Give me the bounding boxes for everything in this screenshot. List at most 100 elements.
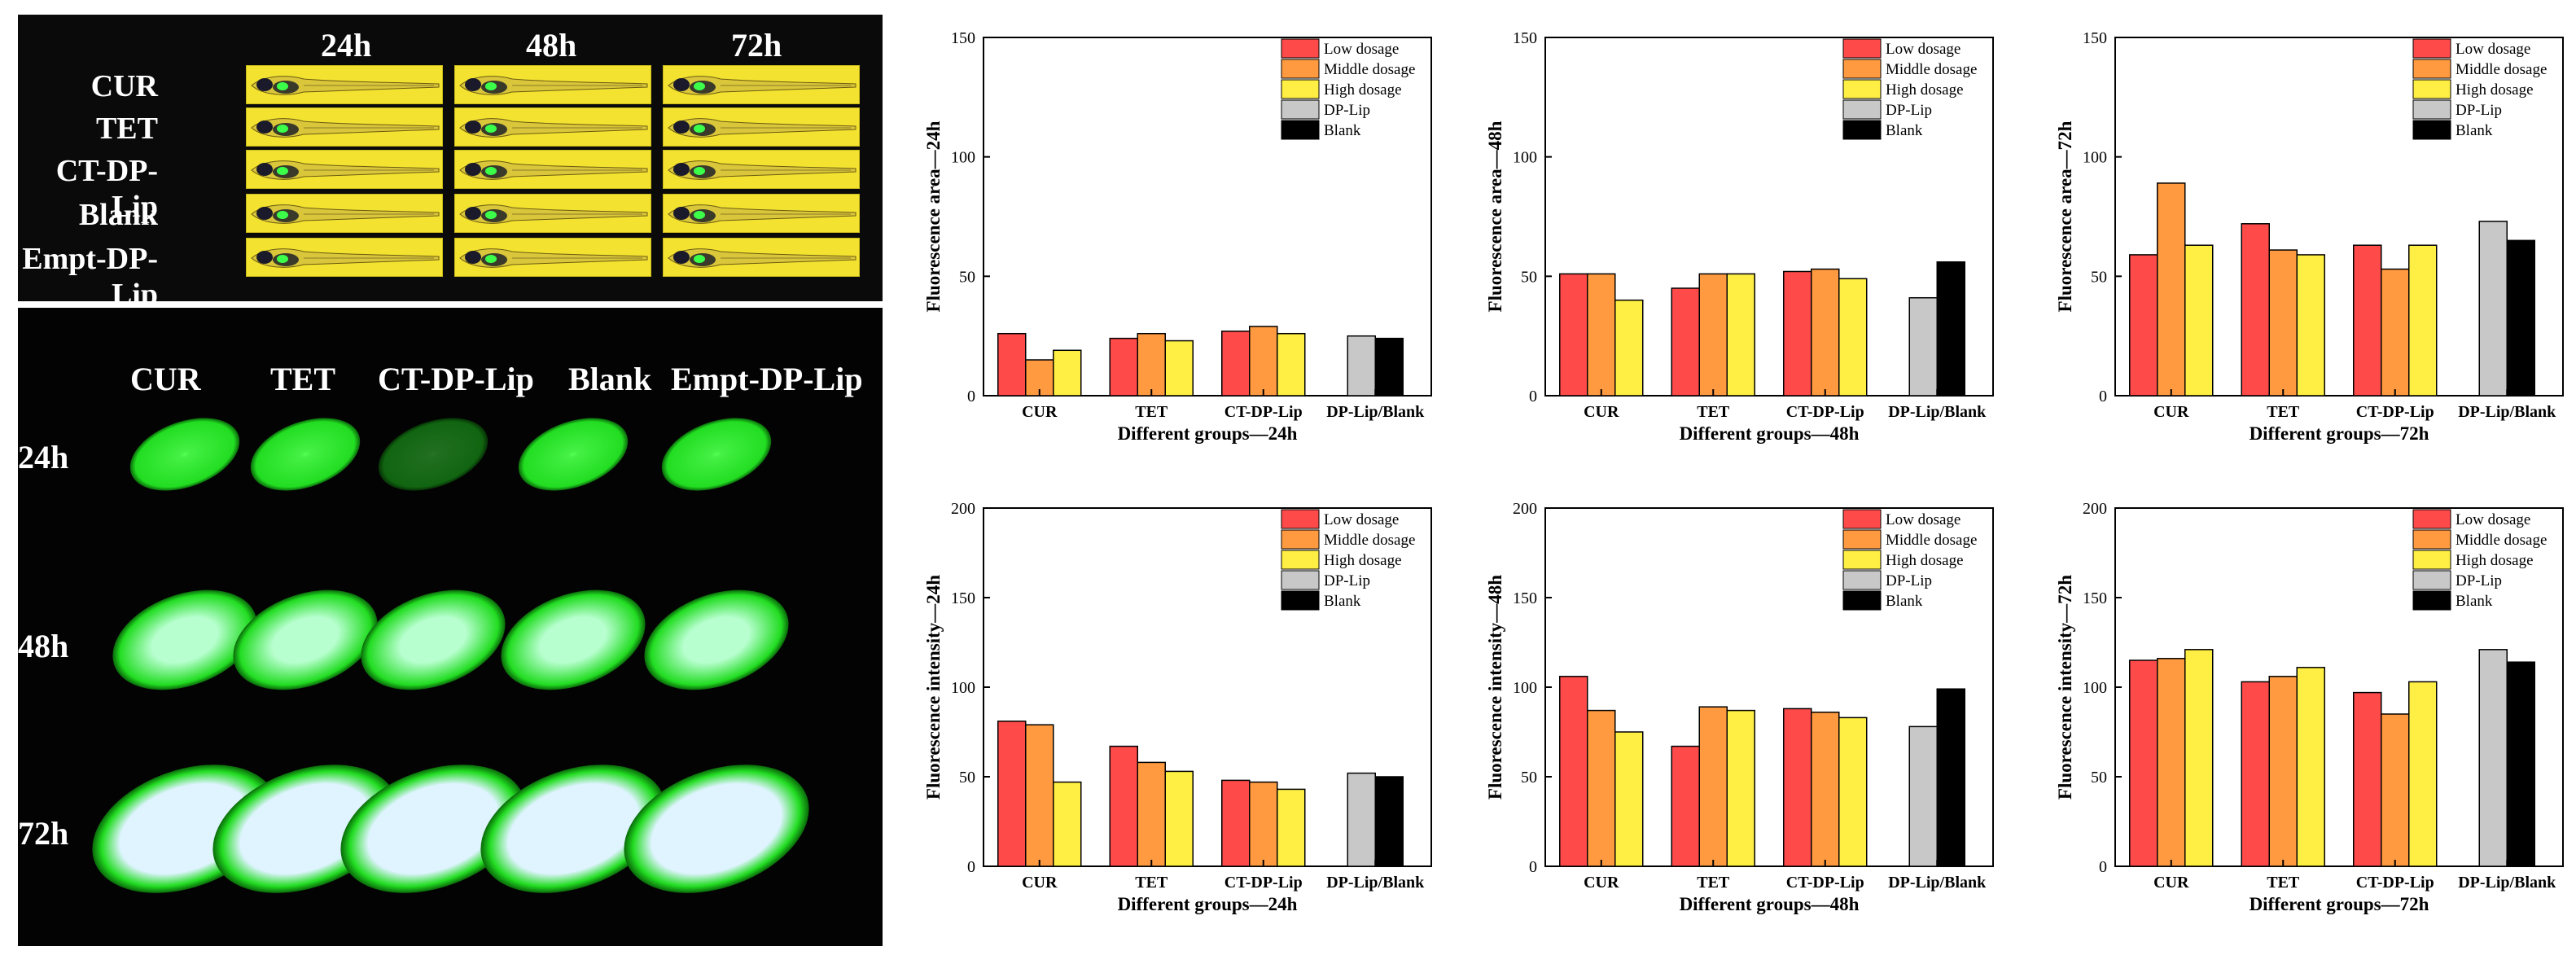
bar-low-dosage [1221,779,1251,867]
fluorescence-image [480,765,666,893]
x-tick-label: DP-Lip/Blank [2458,403,2556,421]
x-tick-label: DP-Lip/Blank [1326,874,1425,892]
bar-low-dosage [1671,287,1700,397]
row-label-48h: 48h [18,628,69,664]
bar-high-dosage [1838,278,1868,397]
legend-swatch [1842,509,1882,529]
x-tick-label: DP-Lip/Blank [1888,874,1987,892]
legend-label: High dosage [1886,552,1964,569]
x-tick-label: CT-DP-Lip [2356,874,2434,892]
legend-swatch [1842,59,1882,79]
legend-label: Blank [1324,593,1361,610]
y-tick-label: 150 [1513,589,1537,607]
bar-blank [1374,337,1404,397]
legend-label: High dosage [1324,81,1402,99]
y-tick-label: 100 [2083,679,2107,697]
y-tick-label: 0 [967,858,975,876]
legend-label: Middle dosage [1886,532,1977,549]
bar-high-dosage [1614,299,1644,397]
col-label-blank: Blank [568,361,652,397]
bar-middle-dosage [1137,761,1166,867]
x-tick-label: CT-DP-Lip [1224,403,1303,421]
fish-image [663,238,860,277]
x-axis-label: Different groups—72h [2250,423,2429,444]
bar-low-dosage [997,721,1027,867]
y-tick-label: 200 [2083,500,2107,518]
plot-frame [983,37,1432,397]
y-tick-label: 150 [1513,29,1537,47]
legend-label: High dosage [1886,81,1964,99]
time-header-48h: 48h [526,27,577,64]
bar-middle-dosage [1811,712,1840,867]
legend-label: Middle dosage [1886,61,1977,78]
legend-label: DP-Lip [1324,102,1370,119]
col-label-tet: TET [270,361,336,397]
fluorescence-image [233,589,378,690]
bar-high-dosage [1277,788,1306,867]
y-tick-label: 100 [951,679,975,697]
row-label-72h: 72h [18,815,69,852]
x-tick-label: CUR [1022,403,1058,421]
legend-label: Blank [1324,122,1361,139]
x-tick-label: CUR [1584,874,1619,892]
legend-swatch [2412,509,2451,529]
legend-swatch [2412,79,2451,99]
bar-high-dosage [1726,273,1755,397]
legend-label: DP-Lip [2456,102,2502,119]
x-tick-label: DP-Lip/Blank [1888,403,1987,421]
y-tick-label: 100 [1513,149,1537,167]
bar-high-dosage [1164,340,1194,397]
fish-image [454,150,651,189]
bar-low-dosage [2129,659,2158,867]
bar-dp-lip [2478,221,2508,397]
x-axis-label: Different groups—48h [1680,894,1860,914]
legend-swatch [2412,570,2451,590]
bar-high-dosage [1053,349,1082,397]
x-axis-label: Different groups—72h [2250,894,2429,914]
legend-swatch [1281,570,1320,590]
bar-low-dosage [1221,331,1251,397]
row-label-ct-dp-lip: CT-DP-Lip [55,154,158,224]
x-tick-label: CUR [1022,874,1058,892]
y-axis-label: Fluorescence intensity—72h [2055,575,2075,800]
fish-image [454,65,651,104]
y-axis-label: Fluorescence intensity—48h [1485,575,1505,800]
legend-swatch [1281,590,1320,611]
legend-swatch [1281,120,1320,140]
bar-middle-dosage [1137,332,1166,397]
legend-label: High dosage [2456,552,2534,569]
bar-blank [1936,688,1965,867]
y-tick-label: 0 [2099,388,2107,405]
legend-label: Middle dosage [2456,532,2547,549]
row-label-cur: CUR [90,69,158,103]
zebrafish-image-panel: 24h 48h 72h CUR TET CT-DP-Lip Blank Empt… [18,15,883,312]
bar-middle-dosage [2157,182,2186,397]
bar-middle-dosage [2268,249,2298,397]
bar-middle-dosage [1587,273,1616,397]
time-header-24h: 24h [321,27,372,64]
legend-label: Low dosage [1324,511,1399,528]
fish-image [246,238,443,277]
y-tick-label: 150 [951,589,975,607]
x-tick-label: CUR [2153,874,2189,892]
x-tick-label: CT-DP-Lip [2356,403,2434,421]
x-tick-label: TET [1135,403,1168,421]
legend-label: DP-Lip [1324,572,1370,589]
legend-label: Middle dosage [2456,61,2547,78]
legend-label: Blank [2456,593,2493,610]
fish-image [246,194,443,233]
x-tick-label: CT-DP-Lip [1786,874,1864,892]
row-label-tet: TET [95,112,158,146]
bar-low-dosage [997,332,1027,397]
x-tick-label: CT-DP-Lip [1224,874,1303,892]
y-tick-label: 0 [967,388,975,405]
y-tick-label: 100 [951,149,975,167]
x-tick-label: TET [2267,403,2300,421]
y-tick-label: 0 [1529,388,1537,405]
bar-low-dosage [1109,337,1138,397]
bar-low-dosage [1671,745,1700,867]
legend-swatch [2412,529,2451,550]
y-tick-label: 100 [1513,679,1537,697]
fluorescence-image [378,418,488,491]
